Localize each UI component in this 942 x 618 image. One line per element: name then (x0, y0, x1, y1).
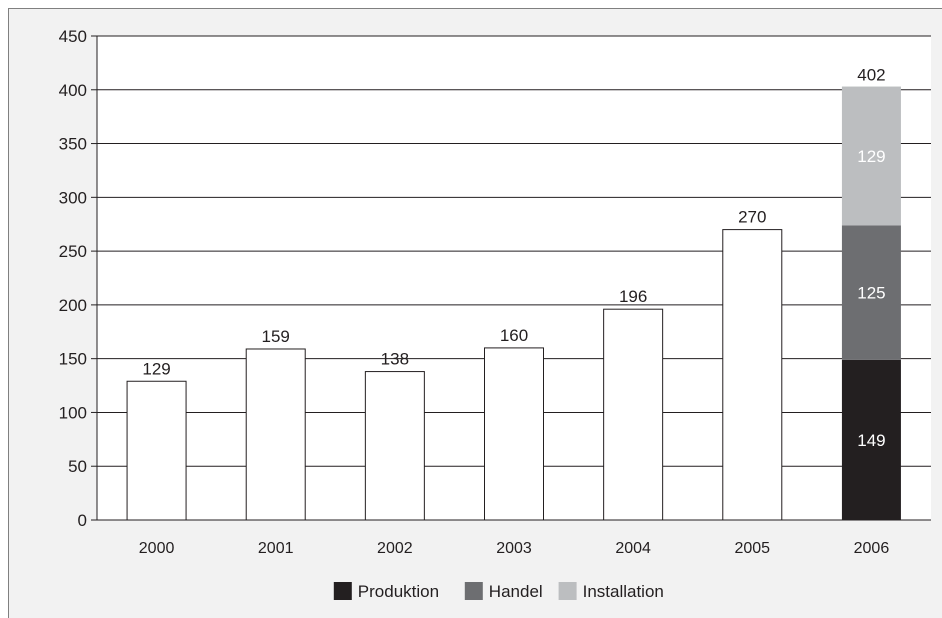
y-tick-label: 300 (59, 188, 87, 207)
bar (722, 229, 783, 521)
legend-label: Installation (583, 582, 664, 601)
segment-value-label: 125 (857, 284, 885, 303)
legend-label: Handel (489, 582, 543, 601)
bars (126, 86, 901, 521)
total-value-label: 138 (381, 350, 409, 369)
bar (484, 347, 544, 521)
legend-swatch-produktion (333, 582, 352, 600)
y-tick-label: 200 (59, 296, 87, 315)
total-value-label: 270 (738, 208, 766, 227)
legend-swatch-handel (464, 582, 483, 600)
x-tick-label: 2006 (854, 540, 890, 557)
y-tick-label: 250 (59, 242, 87, 261)
y-tick-label: 150 (59, 350, 87, 369)
bar-segment-installation (841, 86, 901, 226)
legend-label: Produktion (358, 582, 439, 601)
y-axis-ticks: 0 50 100 150 200 250 300 350 400 450 (59, 27, 98, 530)
y-tick-label: 0 (78, 511, 87, 530)
bar (245, 348, 306, 521)
bar (126, 380, 187, 521)
bar (603, 308, 664, 521)
legend: Produktion Handel Installation (333, 582, 664, 601)
y-tick-label: 100 (59, 403, 87, 422)
x-axis-ticks: 2000 2001 2002 2003 2004 2005 2006 (97, 519, 931, 557)
y-tick-label: 50 (68, 457, 87, 476)
x-tick-label: 2004 (615, 540, 651, 557)
x-tick-label: 2002 (377, 540, 413, 557)
bar (364, 371, 425, 521)
x-tick-label: 2001 (258, 540, 294, 557)
y-tick-label: 400 (59, 81, 87, 100)
y-tick-label: 350 (59, 135, 87, 154)
total-value-label: 402 (857, 66, 885, 85)
total-value-label: 196 (619, 287, 647, 306)
x-tick-label: 2003 (496, 540, 532, 557)
x-tick-label: 2000 (139, 540, 175, 557)
segment-value-label: 149 (857, 431, 885, 450)
y-tick-label: 450 (59, 27, 87, 46)
segment-value-label: 129 (857, 147, 885, 166)
total-value-label: 159 (262, 327, 290, 346)
total-value-label: 160 (500, 326, 528, 345)
data-labels: 129 159 138 160 196 270 149 125 129 402 (142, 66, 885, 450)
bar-segment-handel (841, 225, 901, 360)
legend-swatch-installation (558, 582, 577, 600)
total-value-label: 129 (142, 359, 170, 378)
bar-segment-produktion (841, 359, 901, 520)
x-tick-label: 2005 (734, 540, 770, 557)
